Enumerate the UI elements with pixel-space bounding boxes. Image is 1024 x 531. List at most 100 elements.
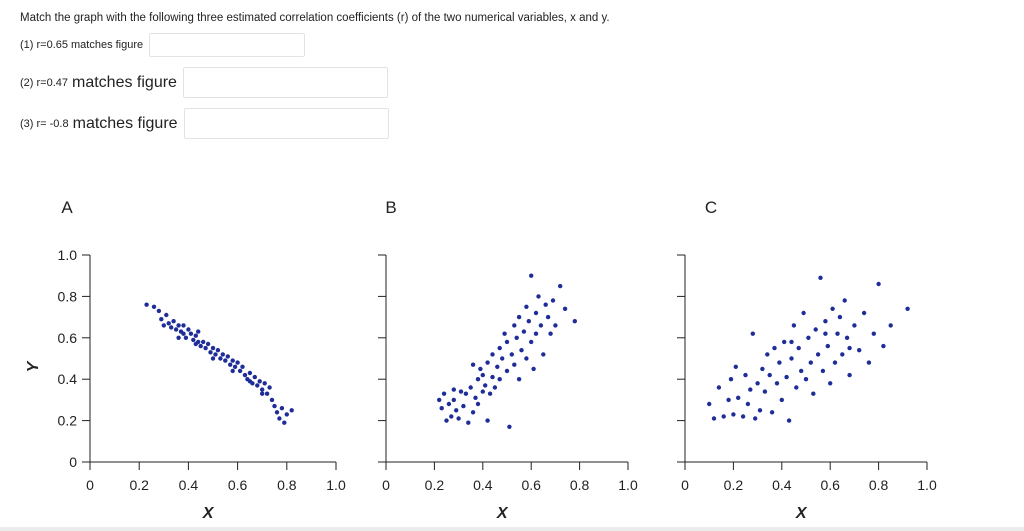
data-point-a — [151, 304, 157, 309]
data-point-b — [536, 294, 541, 299]
data-point-c — [799, 368, 804, 374]
data-point-b — [475, 377, 481, 382]
data-point-b — [514, 335, 519, 340]
x-tick-label-c: 0.2 — [724, 477, 744, 493]
data-point-a — [198, 343, 203, 349]
y-tick-label-a: 0.2 — [58, 413, 78, 429]
data-point-a — [201, 339, 206, 345]
answer-1-input[interactable] — [149, 33, 306, 57]
x-tick-label-a: 0.8 — [277, 477, 297, 493]
data-point-b — [456, 416, 461, 421]
data-point-a — [237, 368, 243, 374]
data-point-b — [444, 418, 449, 423]
data-point-a — [208, 350, 213, 355]
data-point-c — [866, 360, 872, 365]
x-tick-label-b: 0.6 — [521, 477, 541, 493]
data-point-b — [509, 352, 514, 357]
data-point-a — [257, 379, 262, 384]
data-point-a — [235, 360, 240, 365]
data-point-a — [156, 308, 162, 314]
data-point-c — [726, 397, 731, 403]
data-point-a — [210, 356, 216, 361]
data-point-c — [815, 352, 821, 357]
data-point-b — [483, 383, 488, 388]
data-point-b — [487, 391, 493, 396]
answer-2-suffix: matches figure — [72, 73, 177, 91]
data-point-b — [437, 397, 442, 403]
x-axis-title-c: X — [795, 505, 808, 522]
data-point-b — [490, 352, 495, 357]
bottom-divider — [0, 527, 1024, 531]
data-point-b — [497, 345, 502, 351]
data-point-c — [847, 345, 852, 351]
data-point-b — [550, 298, 556, 303]
answer-1-suffix: matches figure — [71, 39, 144, 51]
data-point-b — [478, 366, 483, 372]
data-point-a — [218, 356, 223, 361]
data-point-b — [524, 304, 529, 309]
data-point-b — [553, 323, 558, 328]
data-point-b — [461, 403, 466, 409]
data-point-c — [748, 387, 753, 392]
data-point-b — [572, 319, 577, 324]
data-point-b — [516, 314, 522, 320]
data-point-b — [524, 356, 529, 361]
data-point-a — [277, 416, 282, 421]
panel-title-c: C — [705, 198, 717, 217]
data-point-a — [228, 362, 233, 367]
data-point-b — [473, 395, 478, 400]
data-point-c — [760, 366, 765, 372]
data-point-c — [745, 401, 751, 407]
x-tick-label-a: 0.6 — [228, 477, 248, 493]
answer-3-input[interactable] — [183, 108, 389, 139]
data-point-b — [485, 360, 490, 365]
data-point-a — [289, 408, 294, 413]
answer-2-input[interactable] — [182, 67, 388, 98]
data-point-a — [252, 374, 257, 380]
data-point-b — [543, 302, 548, 307]
data-point-b — [533, 331, 539, 336]
data-point-a — [255, 383, 260, 388]
data-point-c — [857, 348, 862, 353]
data-point-a — [161, 323, 166, 328]
data-point-c — [811, 391, 816, 396]
data-point-a — [191, 337, 196, 343]
data-point-b — [504, 339, 510, 345]
data-point-a — [247, 370, 253, 376]
data-point-c — [789, 339, 794, 345]
data-point-b — [439, 406, 444, 411]
data-point-c — [813, 327, 818, 332]
y-tick-label-a: 0.4 — [58, 371, 78, 387]
data-point-c — [852, 323, 857, 328]
x-tick-label-c: 1.0 — [917, 477, 937, 493]
data-point-a — [196, 329, 201, 334]
data-point-b — [562, 306, 568, 311]
data-point-b — [521, 329, 527, 334]
data-point-a — [159, 317, 164, 322]
data-point-a — [282, 420, 287, 425]
data-point-c — [733, 364, 738, 369]
data-point-b — [451, 397, 456, 403]
answer-row-1: (1) r=0.65 matches figure — [20, 33, 306, 57]
data-point-c — [740, 414, 746, 419]
data-point-b — [545, 314, 551, 320]
data-point-c — [818, 275, 823, 280]
data-point-a — [232, 364, 238, 369]
x-tick-label-c: 0.4 — [772, 477, 792, 493]
data-point-b — [441, 391, 447, 396]
data-point-b — [492, 385, 498, 390]
data-point-c — [721, 414, 726, 419]
panel-title-b: B — [385, 198, 396, 217]
data-point-c — [711, 416, 717, 421]
data-point-c — [876, 281, 881, 287]
data-point-b — [531, 366, 536, 372]
answer-1-prefix: (1) r=0.65 — [20, 39, 68, 51]
data-point-c — [820, 368, 826, 374]
y-tick-label-a: 0.8 — [58, 288, 78, 304]
data-point-b — [519, 348, 524, 353]
data-point-c — [786, 418, 792, 423]
data-point-c — [823, 331, 828, 336]
data-point-c — [765, 352, 770, 357]
data-point-c — [796, 345, 801, 351]
data-point-a — [183, 335, 189, 340]
